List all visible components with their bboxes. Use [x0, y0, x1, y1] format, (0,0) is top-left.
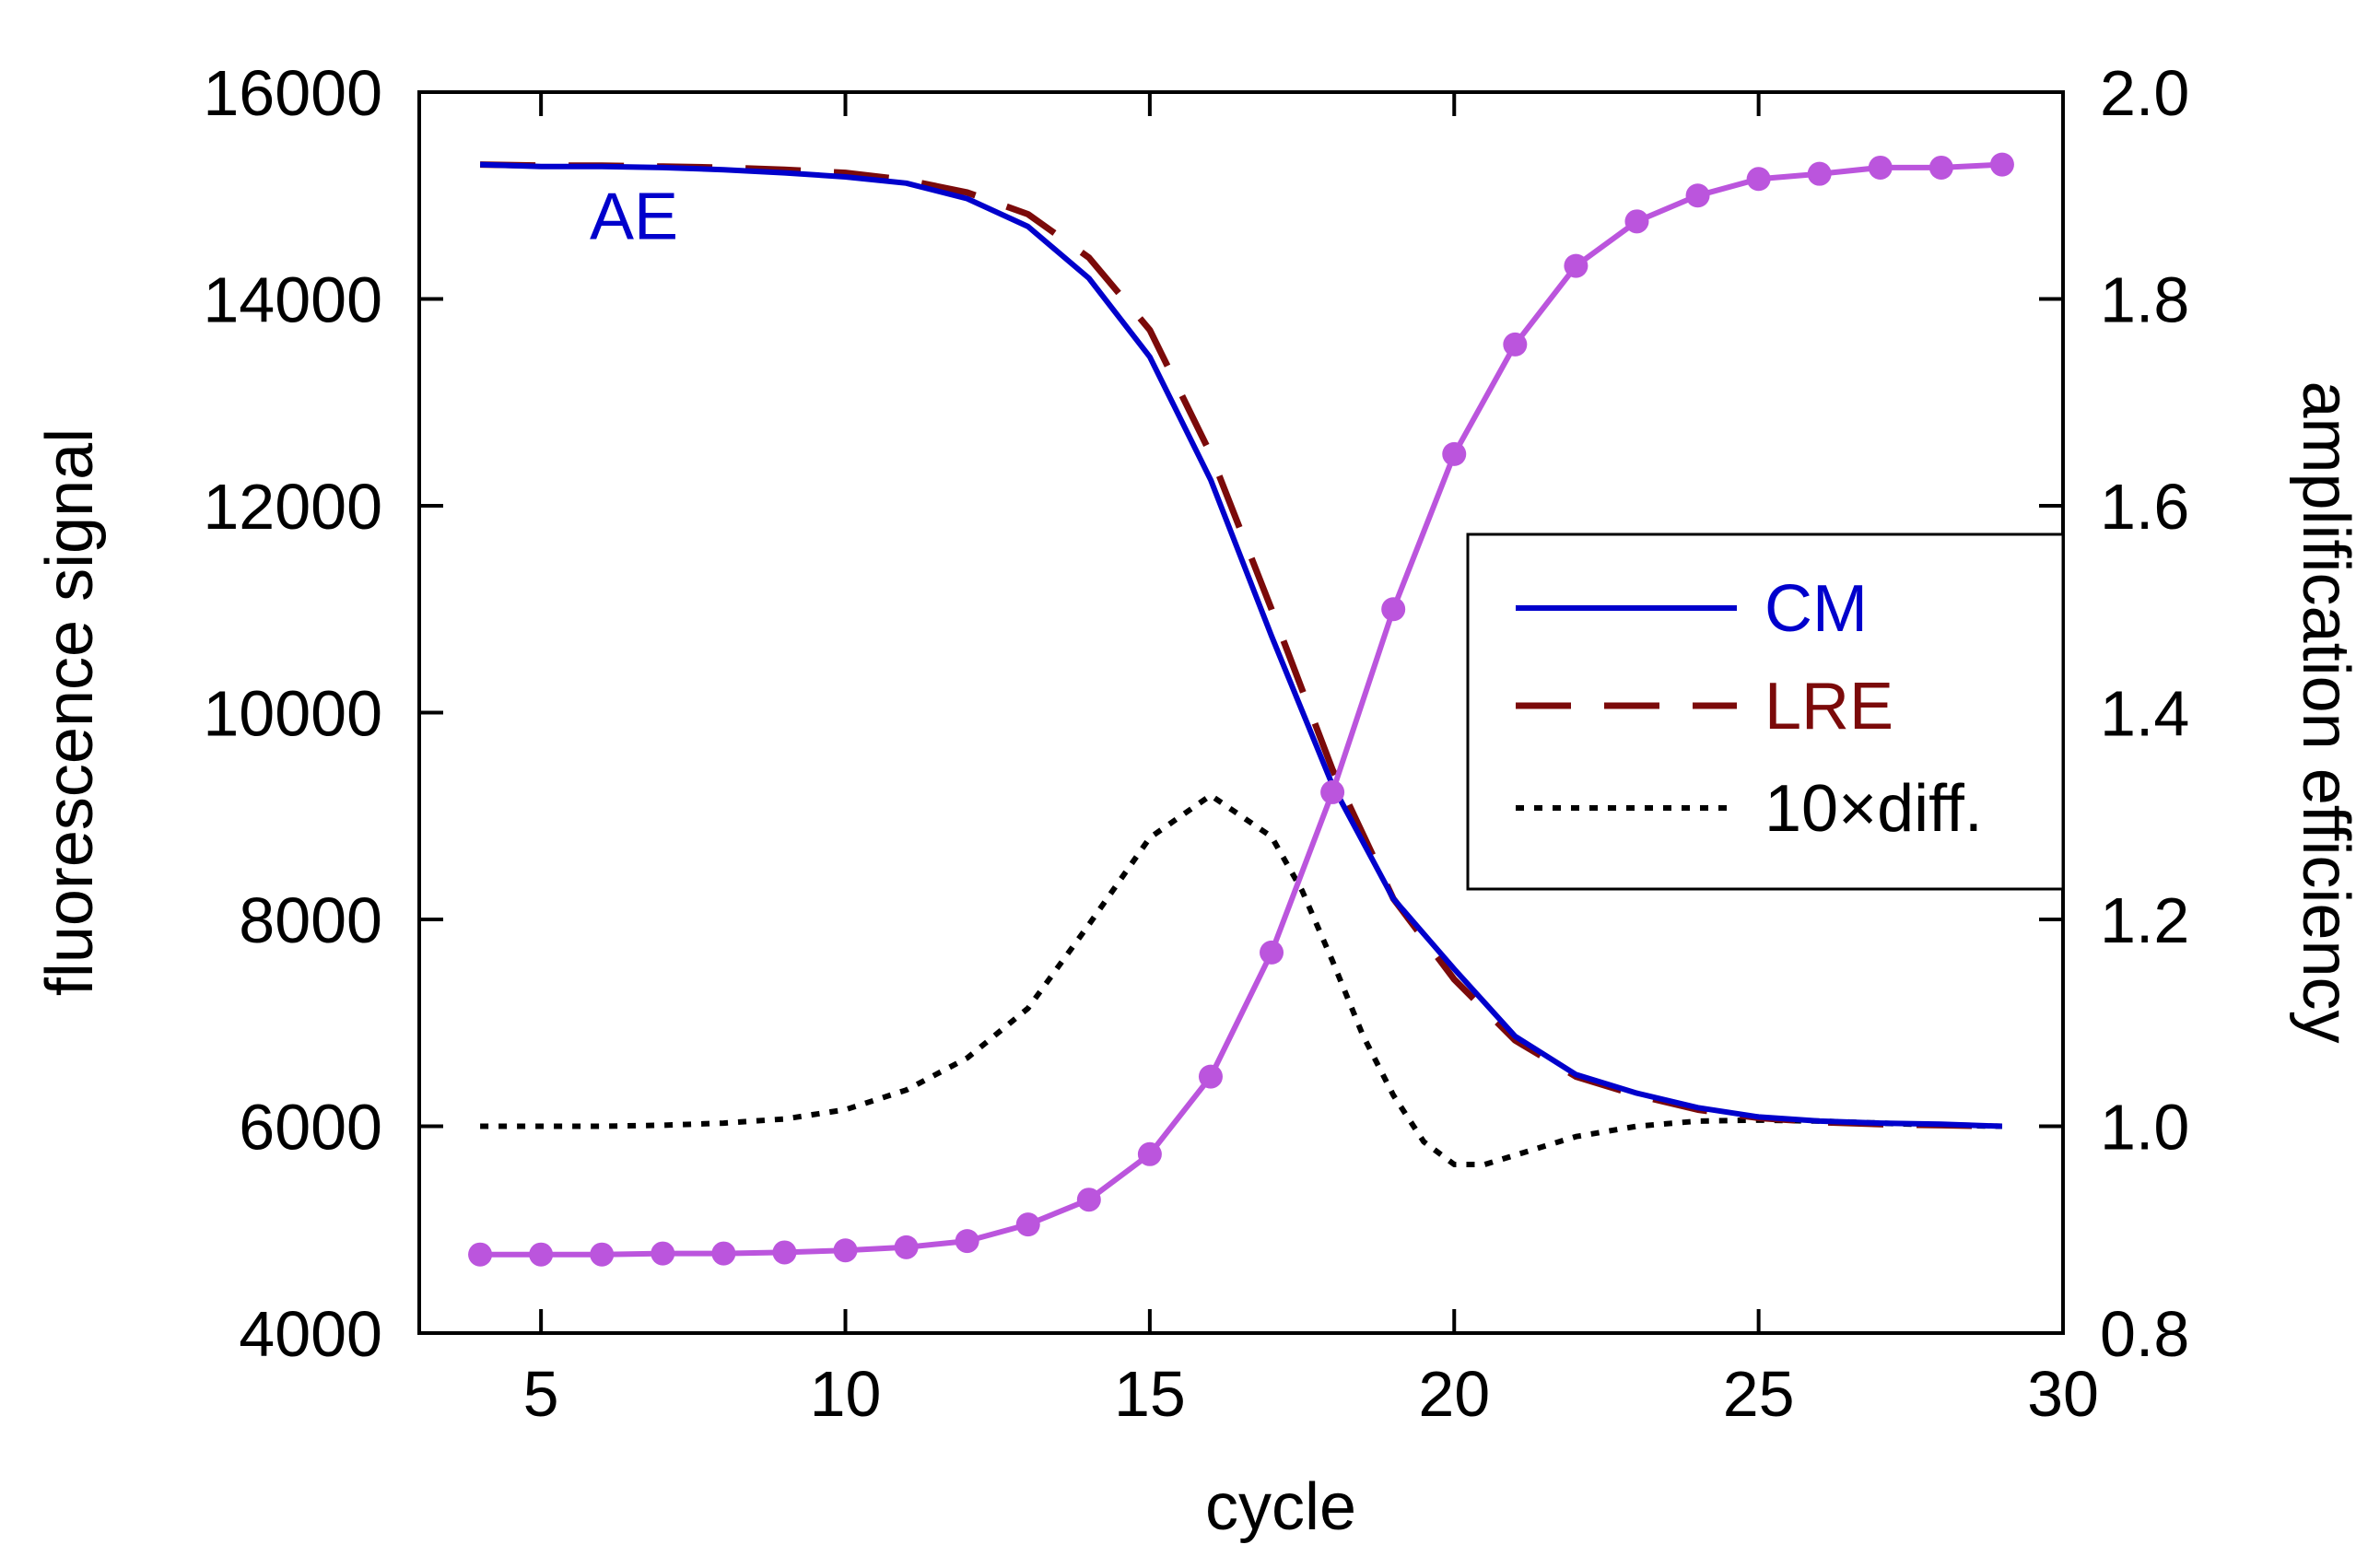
- ae-data-point: [1989, 152, 2014, 177]
- ae-data-point: [529, 1242, 554, 1267]
- y-right-tick-label: 1.8: [2100, 264, 2189, 336]
- ae-data-point: [894, 1235, 919, 1259]
- y-right-tick-label: 1.4: [2100, 678, 2189, 750]
- legend-label-diff: 10×diff.: [1764, 772, 1983, 846]
- y-left-tick-label: 6000: [239, 1092, 382, 1164]
- ae-annotation: AE: [590, 181, 678, 254]
- ae-data-point: [651, 1241, 675, 1266]
- ticks-layer: 5 10 15 20 25 30 4000 6000 8000 10000 12000 14000 16…: [203, 57, 2189, 1430]
- ae-data-point: [955, 1229, 979, 1254]
- legend-label-lre: LRE: [1764, 670, 1893, 743]
- legend-label-cm: CM: [1764, 572, 1868, 646]
- y-left-tick-label: 4000: [239, 1298, 382, 1370]
- x-tick-label: 15: [1114, 1358, 1186, 1430]
- y-left-tick-label: 12000: [203, 471, 382, 543]
- x-tick-label: 30: [2027, 1358, 2099, 1430]
- ae-data-point: [1442, 441, 1467, 466]
- ae-data-point: [1807, 161, 1832, 186]
- series-line-10diff: [480, 792, 2002, 1167]
- ae-data-point: [1624, 209, 1649, 234]
- ae-data-point: [1198, 1064, 1223, 1089]
- ae-data-point: [1564, 253, 1588, 278]
- y-left-tick-label: 10000: [203, 678, 382, 750]
- y-right-axis-title: amplification efficiency: [2289, 380, 2362, 1043]
- ae-data-point: [833, 1238, 858, 1263]
- ae-data-point: [1137, 1141, 1162, 1166]
- ae-data-point: [1381, 597, 1406, 622]
- y-right-tick-label: 0.8: [2100, 1298, 2189, 1370]
- y-right-tick-label: 1.0: [2100, 1092, 2189, 1164]
- ae-data-point: [590, 1242, 615, 1267]
- ae-data-point: [772, 1240, 797, 1265]
- x-axis-title: cycle: [1205, 1470, 1356, 1544]
- ae-data-point: [1076, 1188, 1101, 1212]
- ae-data-point: [1503, 332, 1528, 357]
- x-tick-label: 10: [810, 1358, 882, 1430]
- ae-data-point: [1928, 155, 1953, 180]
- legend: CM LRE 10×diff.: [1466, 532, 2065, 891]
- y-right-tick-label: 1.6: [2100, 471, 2189, 543]
- x-tick-label: 5: [523, 1358, 559, 1430]
- y-left-tick-label: 16000: [203, 57, 382, 129]
- y-right-tick-label: 1.2: [2100, 884, 2189, 956]
- x-tick-label: 25: [1723, 1358, 1795, 1430]
- y-left-tick-label: 8000: [239, 884, 382, 956]
- ae-data-point: [1868, 155, 1893, 180]
- y-left-tick-label: 14000: [203, 264, 382, 336]
- ae-data-point: [1320, 779, 1345, 804]
- ae-data-point: [711, 1241, 736, 1266]
- series-line-cm: [480, 161, 2002, 1129]
- ae-data-point: [1015, 1212, 1040, 1237]
- y-right-tick-label: 2.0: [2100, 57, 2189, 129]
- ae-data-point: [1685, 183, 1710, 208]
- series-layer: [468, 152, 2014, 1267]
- ae-data-point: [468, 1242, 493, 1267]
- y-left-axis-title: fluorescence signal: [33, 428, 107, 996]
- legend-box: [1466, 532, 2065, 891]
- x-tick-label: 20: [1418, 1358, 1490, 1430]
- ae-data-point: [1260, 940, 1284, 965]
- ae-data-point: [1746, 167, 1771, 192]
